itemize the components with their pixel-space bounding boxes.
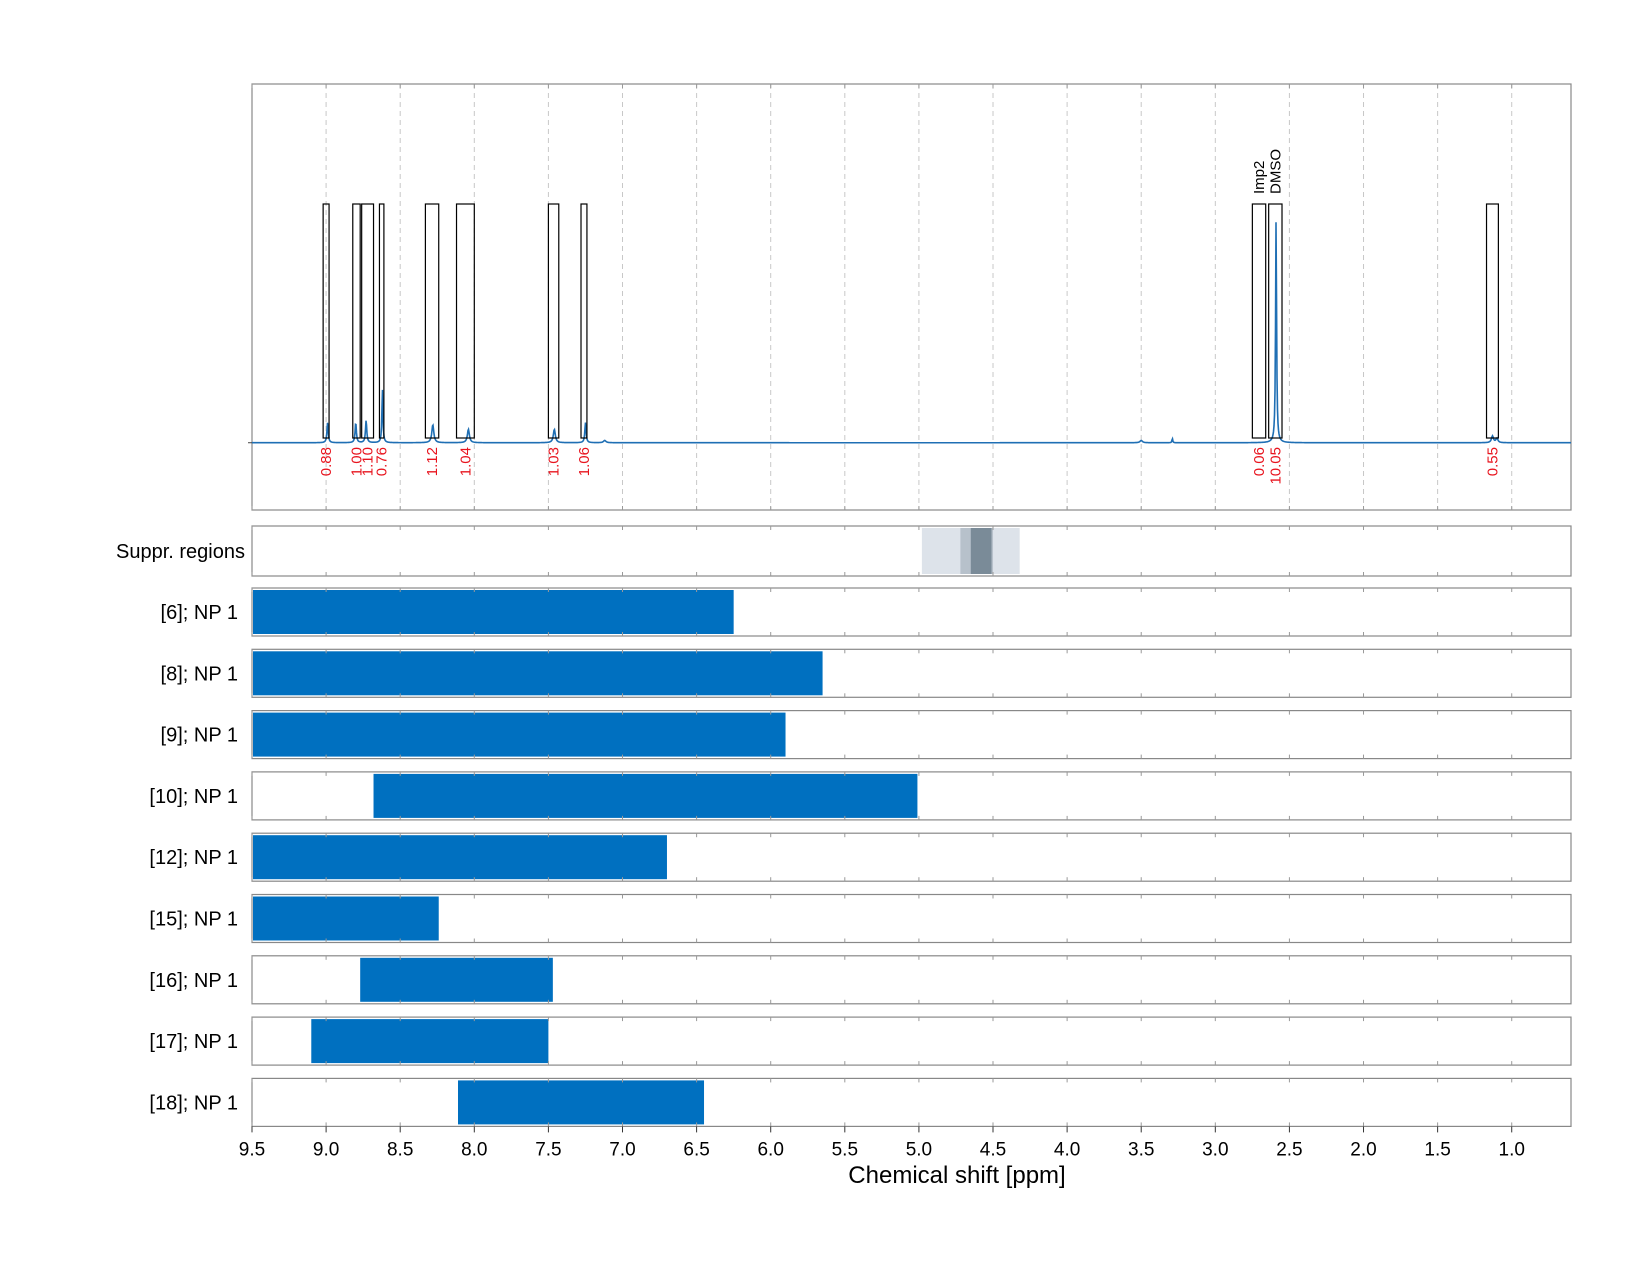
integration-region-box bbox=[1251, 203, 1267, 439]
integration-value: 1.04 bbox=[457, 447, 474, 476]
range-row-frame bbox=[251, 709, 1572, 760]
range-row-frame bbox=[251, 1016, 1572, 1066]
range-bar bbox=[311, 1019, 549, 1064]
x-axis-label: Chemical shift [ppm] bbox=[848, 1162, 1065, 1189]
integration-value: 0.76 bbox=[374, 447, 391, 476]
range-row-frame bbox=[251, 587, 1572, 637]
region-label: DMSO bbox=[1267, 149, 1284, 194]
integration-value: 1.00 bbox=[348, 447, 365, 476]
range-row-label: [8]; NP 1 bbox=[161, 663, 238, 685]
suppression-panel: Suppr. regions bbox=[116, 525, 1572, 577]
range-row-label: [6]; NP 1 bbox=[161, 602, 238, 624]
x-tick-label: 4.0 bbox=[1054, 1139, 1080, 1160]
integration-value: 1.10 bbox=[360, 447, 377, 476]
x-tick-label: 1.5 bbox=[1424, 1139, 1450, 1160]
spectrum-panel: 0.88 1.001.100.76 1.12 1.04 1.03 1.06 0.06 Imp2… bbox=[248, 83, 1572, 511]
range-bar bbox=[253, 835, 667, 880]
range-row-label: [15]; NP 1 bbox=[149, 909, 238, 931]
range-bar bbox=[253, 651, 823, 696]
x-tick-label: 9.0 bbox=[313, 1139, 339, 1160]
x-tick-label: 2.5 bbox=[1276, 1139, 1302, 1160]
region-label: Imp2 bbox=[1251, 161, 1268, 194]
x-tick-label: 5.5 bbox=[832, 1139, 858, 1160]
integration-value: 0.55 bbox=[1484, 447, 1501, 476]
x-tick-label: 3.5 bbox=[1128, 1139, 1154, 1160]
range-row-label: [16]; NP 1 bbox=[149, 970, 238, 992]
integration-region-box bbox=[580, 203, 588, 439]
suppression-frame bbox=[251, 525, 1572, 577]
x-tick-label: 4.5 bbox=[980, 1139, 1006, 1160]
integration-region-box bbox=[361, 203, 375, 439]
integration-region-box bbox=[455, 203, 475, 439]
range-bar bbox=[373, 773, 918, 818]
range-rows-panel: [6]; NP 1 [8]; NP 1 [9]; NP 1 [10]; NP 1 [12… bbox=[149, 587, 1572, 1128]
integration-region-box bbox=[424, 203, 440, 439]
suppression-band bbox=[970, 528, 992, 574]
integration-region-box bbox=[547, 203, 560, 439]
range-row-frame bbox=[251, 893, 1572, 944]
suppression-label: Suppr. regions bbox=[116, 541, 245, 563]
x-tick-label: 2.0 bbox=[1350, 1139, 1376, 1160]
range-row-frame bbox=[251, 832, 1572, 882]
integration-region-box bbox=[322, 203, 330, 439]
x-tick-label: 5.0 bbox=[906, 1139, 932, 1160]
range-bar bbox=[458, 1080, 705, 1125]
range-row-frame bbox=[251, 648, 1572, 698]
range-bar bbox=[360, 957, 553, 1002]
integration-value: 10.05 bbox=[1267, 447, 1284, 485]
range-row-label: [17]; NP 1 bbox=[149, 1031, 238, 1053]
integration-region-box bbox=[1268, 203, 1283, 439]
x-tick-label: 1.0 bbox=[1499, 1139, 1525, 1160]
x-tick-label: 7.0 bbox=[609, 1139, 635, 1160]
spectrum-frame bbox=[251, 83, 1572, 511]
integration-value: 0.88 bbox=[318, 447, 335, 476]
range-bar bbox=[253, 590, 734, 634]
spectrum-line bbox=[252, 222, 1571, 444]
x-tick-label: 8.5 bbox=[387, 1139, 413, 1160]
range-bar bbox=[253, 896, 439, 941]
integration-region-box bbox=[1485, 203, 1499, 439]
integration-value: 1.03 bbox=[546, 447, 563, 476]
integration-value: 0.06 bbox=[1251, 447, 1268, 476]
range-row-frame bbox=[251, 771, 1572, 821]
integration-region-box bbox=[378, 203, 385, 439]
range-row-label: [10]; NP 1 bbox=[149, 786, 238, 808]
x-tick-label: 9.5 bbox=[239, 1139, 265, 1160]
range-row-label: [9]; NP 1 bbox=[161, 725, 238, 747]
integration-region-box bbox=[352, 203, 361, 439]
x-tick-label: 3.0 bbox=[1202, 1139, 1228, 1160]
range-bar bbox=[253, 712, 786, 757]
range-row-frame bbox=[251, 1077, 1572, 1128]
x-tick-label: 6.5 bbox=[683, 1139, 709, 1160]
x-axis: 9.5 9.0 8.5 8.0 7.5 7.0 6.5 6.0 5.5 5.0 4.5 4.0 3.5 3… bbox=[239, 84, 1525, 1160]
integration-value: 1.12 bbox=[424, 447, 441, 476]
range-row-frame bbox=[251, 955, 1572, 1005]
integration-value: 1.06 bbox=[576, 447, 593, 476]
x-tick-label: 6.0 bbox=[757, 1139, 783, 1160]
x-tick-label: 8.0 bbox=[461, 1139, 487, 1160]
range-row-label: [18]; NP 1 bbox=[149, 1092, 238, 1114]
x-tick-label: 7.5 bbox=[535, 1139, 561, 1160]
grid-layer bbox=[251, 84, 1513, 510]
range-row-label: [12]; NP 1 bbox=[149, 847, 238, 869]
